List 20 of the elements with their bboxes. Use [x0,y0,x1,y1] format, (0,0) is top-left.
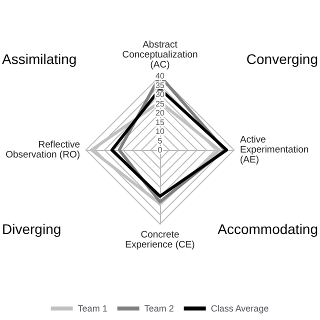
y-tick-label: 30 [156,90,165,99]
legend-label: Team 2 [144,304,174,314]
text: Converging [246,51,318,67]
legend-label: Class Average [210,304,269,314]
spoke-label: Abstract Conceptualization (AC) [122,40,198,70]
y-tick-label: 25 [156,99,165,108]
y-tick-label: 40 [156,72,165,80]
spoke-label: Reflective Observation (RO) [6,140,80,160]
y-tick-label: 10 [156,127,165,136]
y-tick-label: 0 [158,146,163,154]
y-tick-label: 15 [156,118,165,127]
spoke-label: Active Experimentation (AE) [240,134,309,166]
spoke-label: Concrete Experience (CE) [125,230,195,250]
legend-label: Team 1 [78,304,108,314]
text: Accommodating [218,221,318,237]
y-tick-label: 35 [156,80,165,90]
y-tick-label: 20 [156,108,165,118]
y-tick-label: 5 [158,136,163,146]
text: Assimilating [2,51,77,67]
text: Diverging [2,221,62,237]
